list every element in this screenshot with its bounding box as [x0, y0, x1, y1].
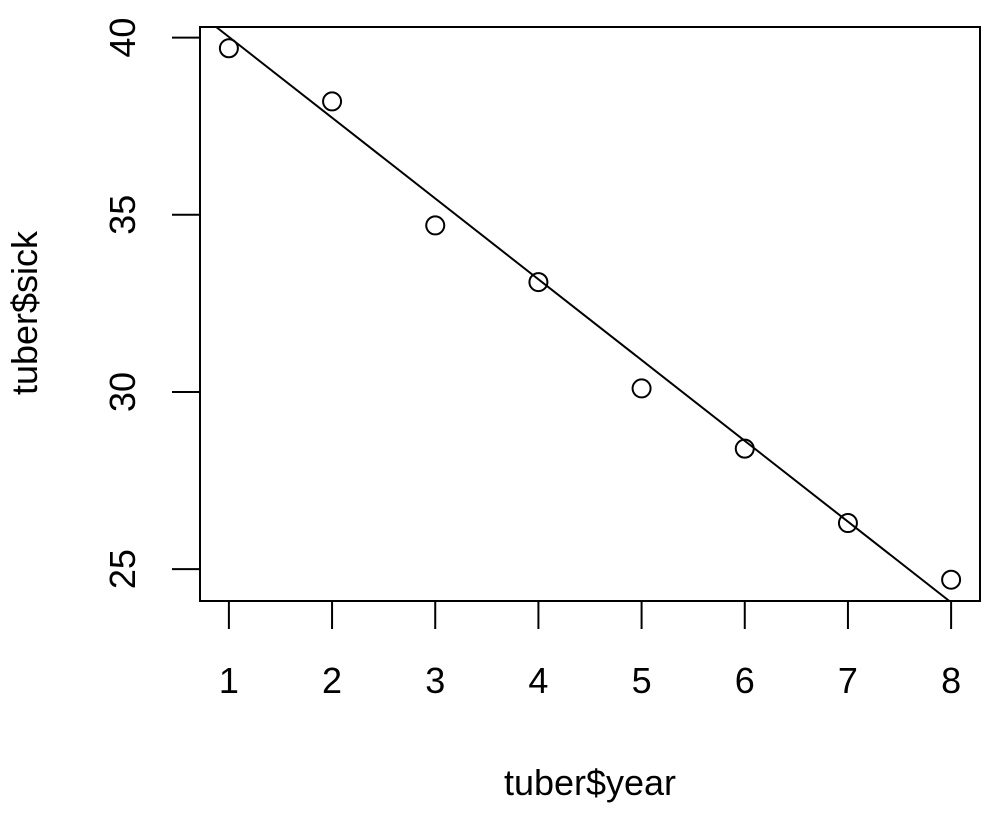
- data-point: [941, 569, 962, 590]
- x-tick-label: 6: [735, 660, 755, 701]
- data-point: [837, 513, 858, 534]
- data-point: [322, 91, 343, 112]
- x-axis-label: tuber$year: [504, 762, 676, 803]
- x-tick-label: 5: [632, 660, 652, 701]
- x-tick-label: 2: [322, 660, 342, 701]
- data-points-layer: [218, 38, 962, 590]
- data-point: [218, 38, 239, 59]
- x-tick-label: 8: [941, 660, 961, 701]
- y-axis: 25 30 35 40: [102, 18, 201, 589]
- data-point: [528, 272, 549, 293]
- x-tick-label: 7: [838, 660, 858, 701]
- y-tick-label: 35: [102, 195, 143, 235]
- data-point: [631, 378, 652, 399]
- x-axis: 1 2 3 4 5 6 7 8: [219, 600, 961, 701]
- x-tick-label: 1: [219, 660, 239, 701]
- x-tick-label: 4: [528, 660, 548, 701]
- y-tick-label: 25: [102, 549, 143, 589]
- x-tick-label: 3: [425, 660, 445, 701]
- plot-frame: [199, 26, 981, 602]
- y-axis-label: tuber$sick: [4, 230, 45, 395]
- y-tick-label: 30: [102, 372, 143, 412]
- regression-line-layer: [215, 26, 950, 602]
- regression-line: [215, 26, 950, 602]
- data-point: [425, 215, 446, 236]
- data-point: [734, 438, 755, 459]
- y-tick-label: 40: [102, 18, 143, 58]
